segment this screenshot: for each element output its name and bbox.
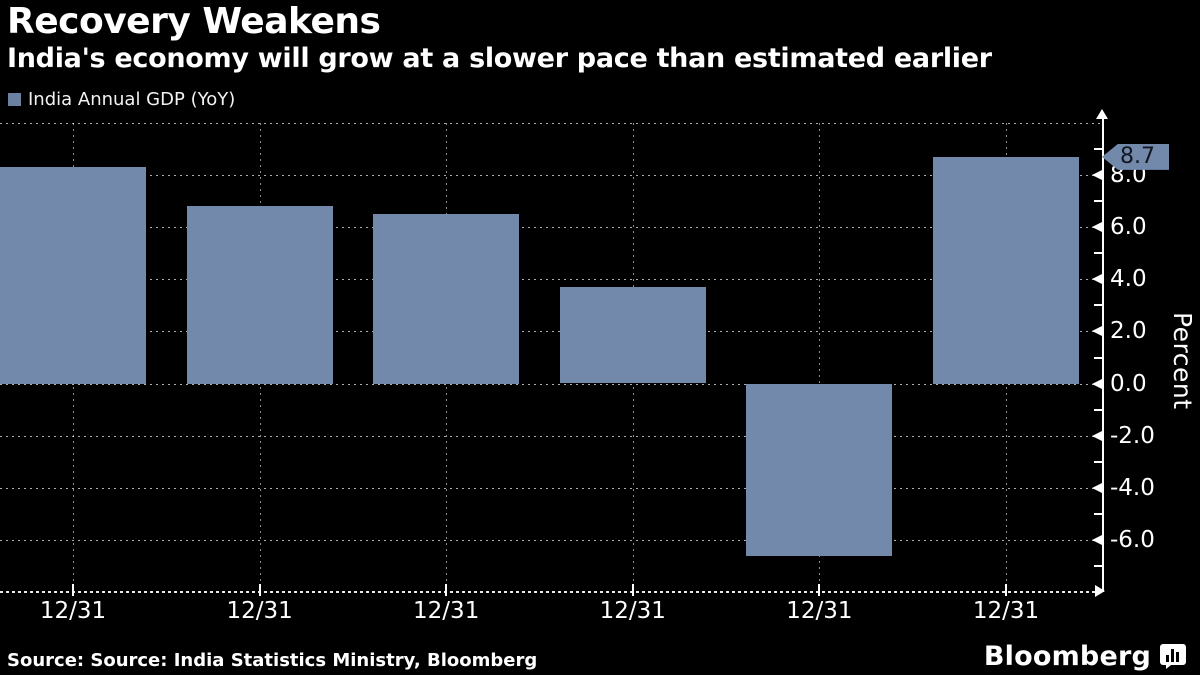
y-tick-major	[1092, 170, 1102, 181]
y-tick-minor	[1094, 512, 1102, 515]
last-value-callout: 8.7	[1102, 143, 1169, 170]
horizontal-gridline	[0, 175, 1103, 177]
gdp-bar	[0, 167, 146, 384]
y-tick-minor	[1094, 408, 1102, 411]
y-tick-major	[1092, 430, 1102, 441]
y-tick-label: 4.0	[1110, 266, 1147, 293]
vertical-gridline	[819, 123, 821, 592]
x-tick	[631, 584, 634, 596]
y-tick-minor	[1094, 356, 1102, 359]
horizontal-gridline	[0, 123, 1103, 124]
source-text: Source: Source: India Statistics Ministr…	[7, 650, 538, 671]
horizontal-gridline	[0, 435, 1103, 437]
horizontal-gridline	[0, 279, 1103, 281]
x-axis-arrow-icon	[1095, 585, 1105, 597]
x-tick	[258, 584, 261, 596]
y-tick-major	[1092, 534, 1102, 545]
x-tick-label: 12/31	[972, 598, 1040, 624]
y-axis-line	[1102, 119, 1104, 592]
y-axis-arrow-icon	[1096, 109, 1108, 119]
x-tick	[72, 584, 74, 596]
y-tick-label: -4.0	[1110, 474, 1155, 501]
bloomberg-wordmark: Bloomberg	[983, 641, 1151, 672]
y-tick-minor	[1094, 148, 1102, 151]
x-tick-label: 12/31	[599, 598, 666, 624]
x-tick	[445, 584, 448, 596]
y-tick-major	[1092, 326, 1102, 337]
horizontal-gridline	[0, 331, 1103, 333]
gdp-bar	[559, 287, 706, 384]
legend: India Annual GDP (YoY)	[8, 89, 235, 110]
y-tick-minor	[1094, 304, 1102, 307]
y-tick-label: 0.0	[1110, 370, 1147, 397]
x-tick	[1005, 584, 1007, 596]
x-tick	[818, 584, 821, 596]
legend-label: India Annual GDP (YoY)	[28, 89, 236, 110]
y-tick-major	[1092, 378, 1102, 389]
y-tick-label: -6.0	[1110, 526, 1155, 553]
horizontal-gridline	[0, 487, 1103, 489]
gdp-bar	[746, 383, 893, 556]
horizontal-gridline	[0, 539, 1103, 541]
x-axis-line	[0, 591, 1095, 593]
y-tick-label: -2.0	[1110, 422, 1155, 449]
horizontal-gridline	[0, 227, 1103, 229]
y-tick-minor	[1094, 252, 1102, 255]
gdp-bar	[933, 156, 1079, 384]
bar-chart-icon	[1160, 644, 1186, 669]
x-tick-label: 12/31	[413, 598, 480, 624]
bloomberg-logo: Bloomberg	[984, 641, 1186, 672]
y-tick-major	[1092, 222, 1102, 233]
chart-subtitle: India's economy will grow at a slower pa…	[7, 43, 992, 74]
chart-title: Recovery Weakens	[7, 1, 381, 42]
y-tick-label: 2.0	[1110, 318, 1147, 345]
horizontal-gridline	[0, 383, 1103, 385]
y-tick-minor	[1094, 200, 1102, 203]
y-tick-minor	[1094, 564, 1102, 567]
gdp-bar	[186, 206, 333, 384]
gdp-bar	[373, 214, 520, 384]
y-tick-major	[1092, 482, 1102, 493]
y-tick-minor	[1094, 460, 1102, 463]
x-tick-label: 12/31	[39, 598, 107, 624]
x-tick-label: 12/31	[226, 598, 293, 624]
x-tick-label: 12/31	[786, 598, 853, 624]
legend-swatch-icon	[8, 93, 21, 106]
y-axis-title: Percent	[1168, 312, 1197, 410]
y-tick-major	[1092, 274, 1102, 285]
y-tick-label: 6.0	[1110, 214, 1147, 241]
